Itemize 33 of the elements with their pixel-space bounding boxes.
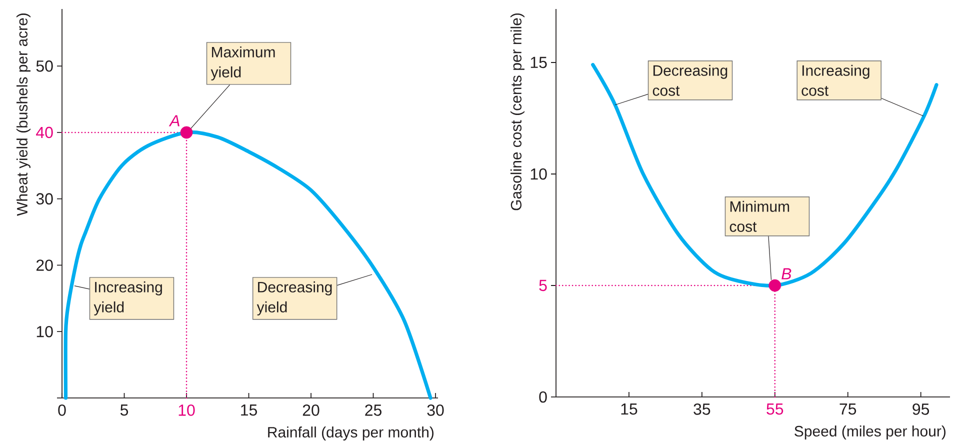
y-axis-title: Gasoline cost (cents per mile) [510, 13, 524, 210]
x-tick-label: 95 [912, 404, 930, 415]
annotation: Minimum cost [730, 200, 790, 232]
x-tick-label: 20 [302, 404, 320, 416]
annotation: Increasing cost [802, 64, 870, 96]
y-tick-label: 20 [36, 260, 53, 271]
annotation: Decreasing yield [256, 281, 332, 316]
x-tick-label: 5 [120, 404, 128, 416]
x-tick-label: 15 [241, 404, 257, 416]
y-tick-label: 5 [539, 280, 547, 292]
annotation: Decreasing cost [652, 64, 728, 96]
y-tick-label: 10 [36, 326, 53, 338]
x-tick-label: 30 [427, 404, 444, 416]
x-axis-title: Speed (miles per hour) [794, 426, 946, 440]
y-tick-label: 30 [36, 193, 53, 205]
x-tick-label: 25 [365, 404, 382, 416]
y-tick-label: 15 [530, 56, 547, 68]
x-axis-title: Rainfall (days per month) [268, 426, 434, 440]
x-tick-label: 35 [694, 404, 710, 415]
y-axis-title: Wheat yield (bushels per acre) [16, 14, 30, 216]
x-tick-label: 75 [840, 404, 856, 415]
x-tick-label: 0 [58, 404, 66, 416]
annotation: Increasing yield [94, 281, 162, 316]
y-tick-label: 10 [530, 168, 547, 180]
y-tick-label: 0 [539, 391, 547, 403]
x-tick-label: 15 [621, 404, 638, 415]
y-tick-label: 40 [36, 126, 53, 138]
annotation: Maximum yield [210, 46, 275, 80]
annotation: A [168, 115, 180, 126]
annotation: B [782, 268, 792, 280]
y-tick-label: 50 [36, 60, 53, 72]
x-tick-label: 10 [178, 404, 195, 416]
x-tick-label: 55 [766, 404, 784, 415]
